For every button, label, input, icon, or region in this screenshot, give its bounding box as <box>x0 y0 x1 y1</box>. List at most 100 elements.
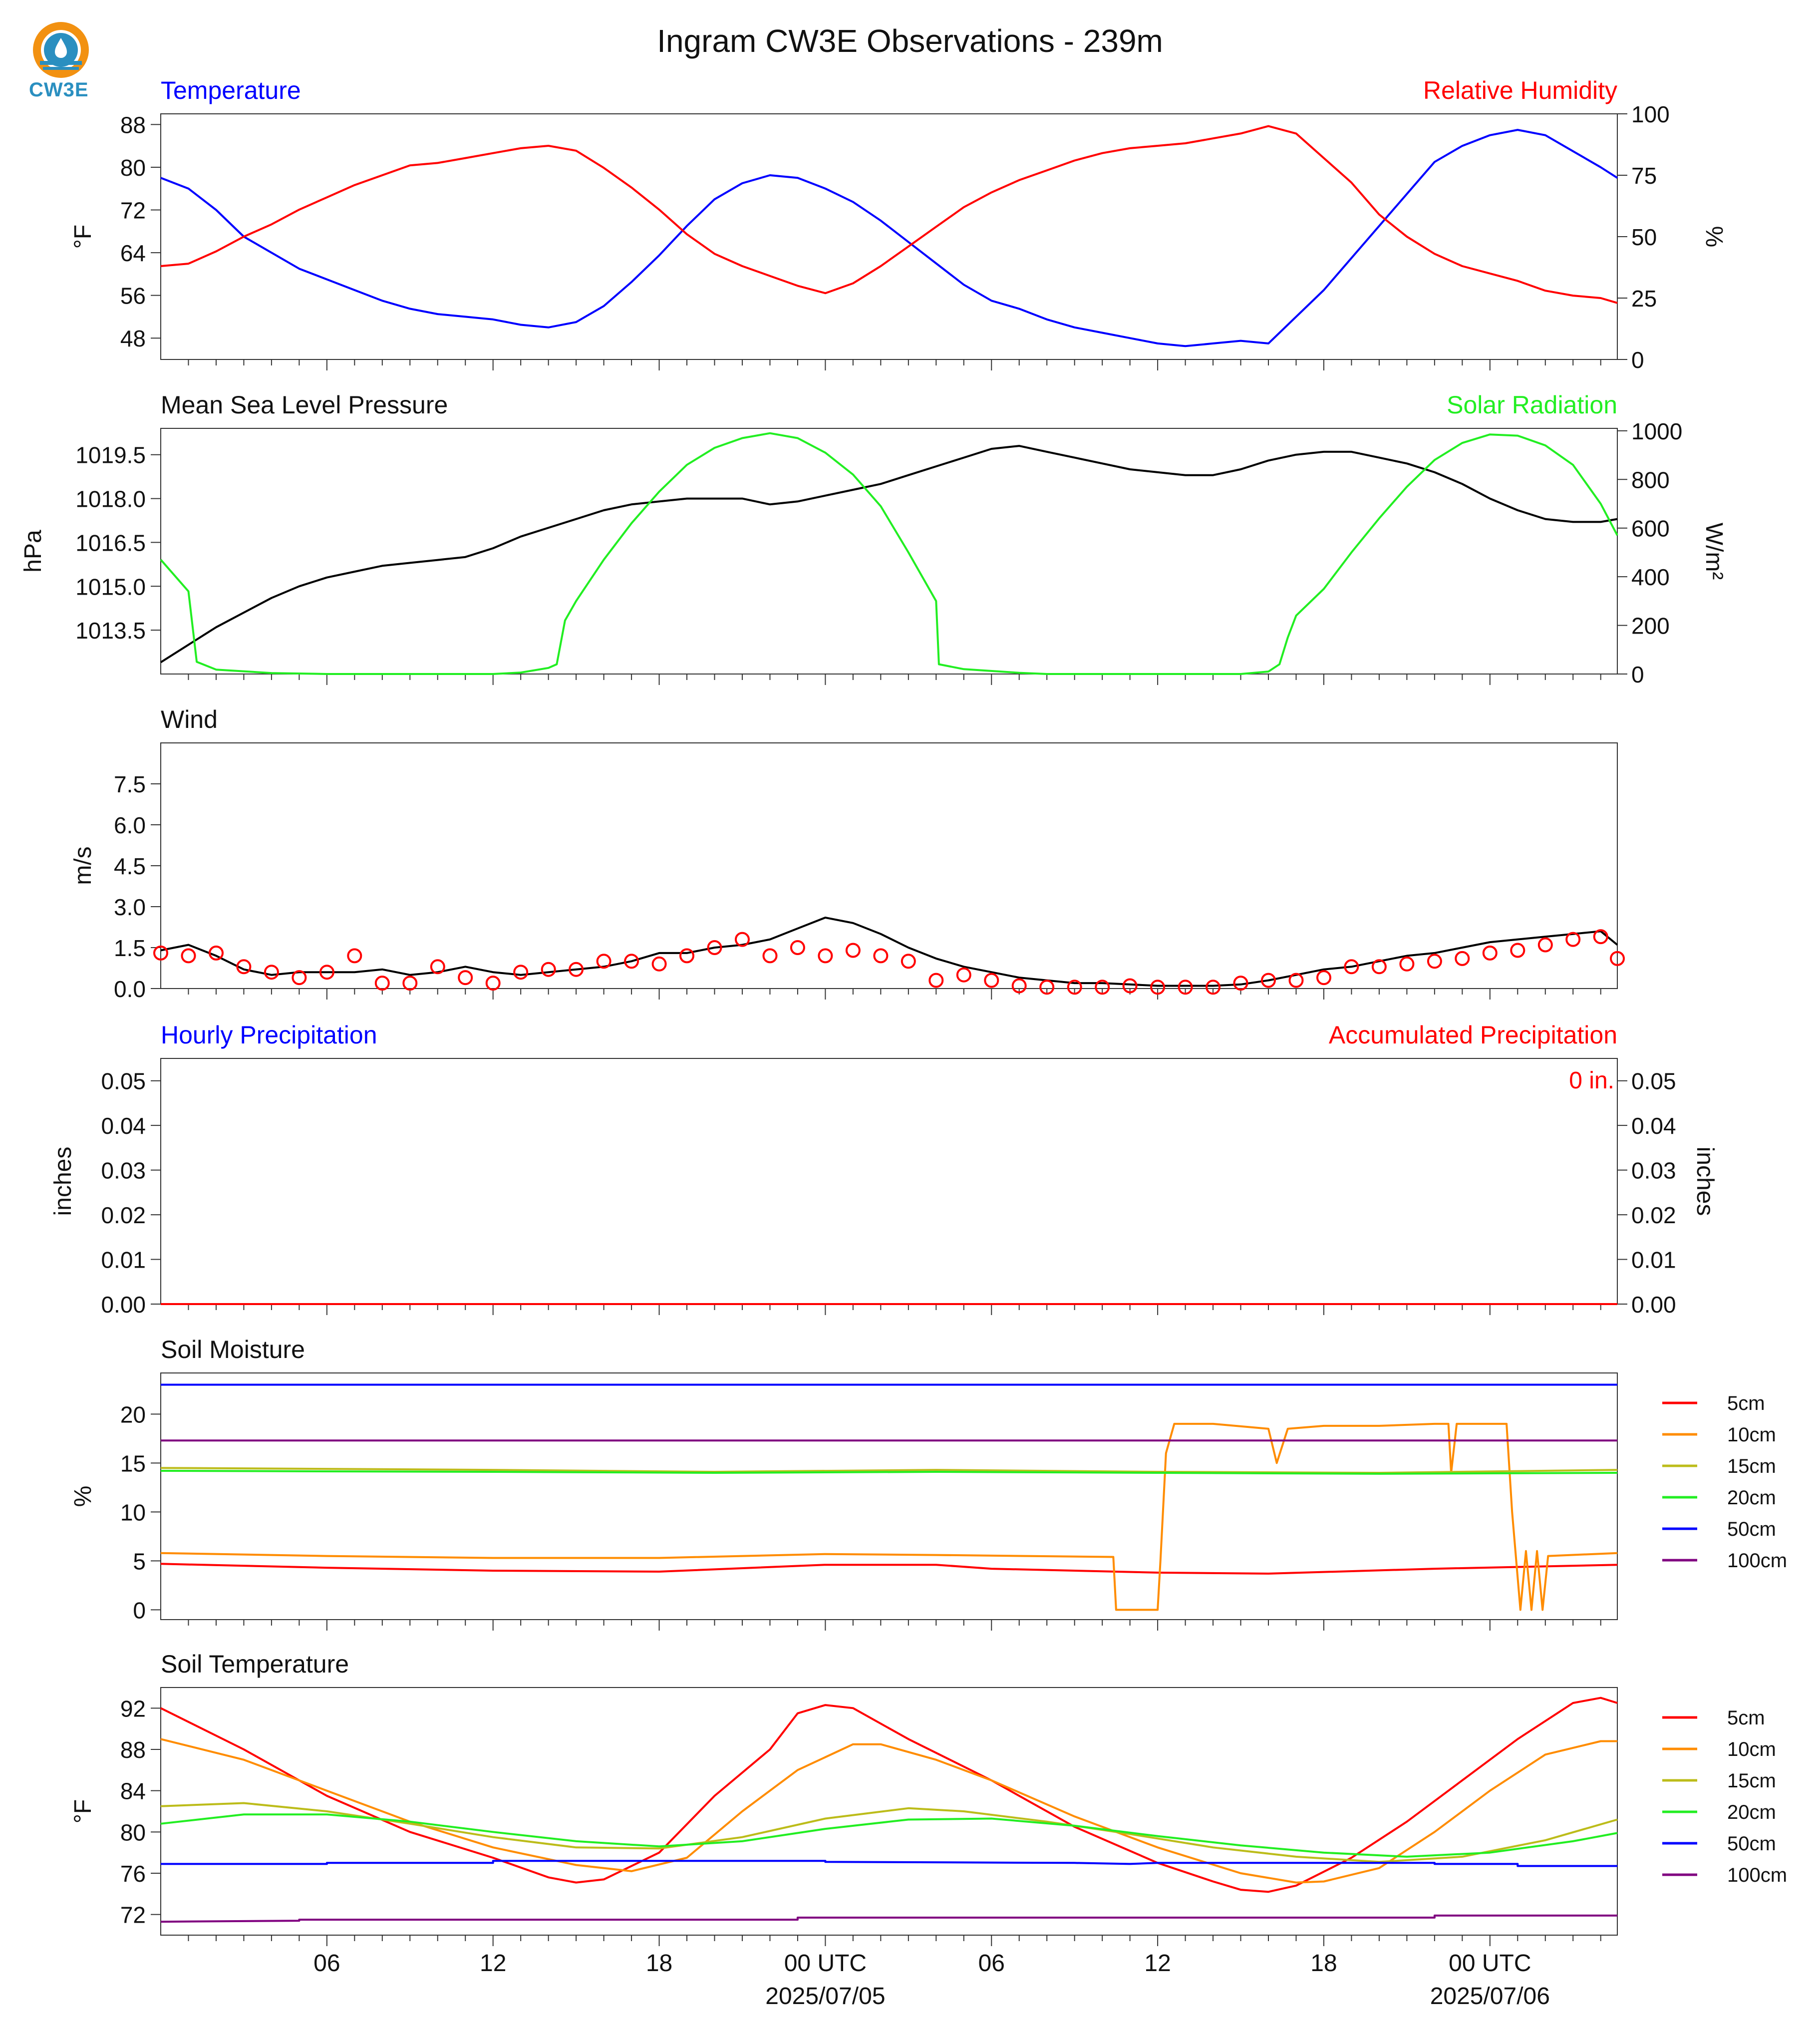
soil_moisture-legend-label-5: 100cm <box>1727 1550 1787 1572</box>
wind-direction-marker-28 <box>928 973 944 988</box>
pressure_solar-plot-frame <box>160 428 1618 675</box>
wind-direction-marker-17 <box>624 954 639 969</box>
y-tick-label-temp_rh: 48 <box>120 326 146 351</box>
wind-direction-marker-9 <box>402 976 418 991</box>
x-date-label-0: 2025/07/05 <box>765 1983 885 2010</box>
soil_temp-legend-label-4: 50cm <box>1727 1833 1776 1855</box>
temp_rh-title-left: Temperature <box>161 76 301 104</box>
wind-direction-marker-32 <box>1039 980 1055 995</box>
soil_moisture-legend-label-0: 5cm <box>1727 1392 1765 1414</box>
wind-direction-marker-4 <box>264 965 279 980</box>
soil_temp-series-line-2 <box>160 1802 1618 1863</box>
y-tick-label-soil_moisture: 10 <box>120 1499 146 1525</box>
precip-plot-frame <box>160 1058 1618 1305</box>
wind-direction-marker-10 <box>430 959 445 975</box>
wind-direction-marker-21 <box>735 932 750 947</box>
y-tick-label-wind: 7.5 <box>114 771 146 797</box>
y-tick-label-right-precip: 0.04 <box>1631 1113 1676 1139</box>
wind-title-left: Wind <box>161 705 218 733</box>
pressure_solar-title-left: Mean Sea Level Pressure <box>161 391 448 419</box>
wind-direction-marker-45 <box>1399 956 1415 972</box>
x-date-label-1: 2025/07/06 <box>1430 1983 1550 2010</box>
wind-direction-marker-27 <box>901 954 916 969</box>
wind-direction-marker-26 <box>873 948 889 964</box>
cw3e-logo <box>33 22 89 78</box>
wind-direction-marker-49 <box>1510 943 1525 958</box>
wind-direction-marker-22 <box>762 948 778 964</box>
wind-direction-marker-46 <box>1427 954 1442 969</box>
temp_rh-ylabel: °F <box>70 225 96 249</box>
y-tick-label-wind: 0.0 <box>114 976 146 1002</box>
y-tick-label-precip: 0.00 <box>101 1292 146 1318</box>
x-tick-label-1: 12 <box>480 1950 506 1977</box>
x-tick-label-2: 18 <box>646 1950 672 1977</box>
soil_temp-series-line-5 <box>160 1914 1617 1923</box>
pressure_solar-title-right: Solar Radiation <box>1447 391 1617 419</box>
x-tick-label-4: 06 <box>978 1950 1005 1977</box>
y-tick-label-wind: 4.5 <box>114 853 146 879</box>
y-tick-label-right-precip: 0.00 <box>1631 1292 1676 1318</box>
wind-direction-marker-7 <box>347 948 362 964</box>
soil_moisture-series-line-0 <box>160 1563 1618 1575</box>
wind-direction-marker-23 <box>790 940 805 955</box>
wind-direction-marker-50 <box>1537 937 1553 953</box>
y-tick-label-right-temp_rh: 100 <box>1631 101 1670 127</box>
y-tick-label-right-pressure_solar: 0 <box>1631 662 1644 687</box>
precip-ylabel-right: inches <box>1692 1147 1718 1216</box>
y-tick-label-temp_rh: 80 <box>120 155 146 181</box>
wind-direction-marker-47 <box>1455 951 1470 966</box>
wind-direction-marker-33 <box>1067 980 1082 995</box>
soil_moisture-ylabel: % <box>70 1486 96 1507</box>
wind-direction-marker-42 <box>1316 970 1331 986</box>
y-tick-label-precip: 0.05 <box>101 1068 146 1094</box>
temp_rh-title-right: Relative Humidity <box>1423 76 1617 104</box>
wind-direction-marker-35 <box>1122 978 1138 994</box>
y-tick-label-soil_temp: 72 <box>120 1902 146 1928</box>
wind-direction-marker-19 <box>679 948 694 964</box>
wind-direction-marker-11 <box>458 970 473 986</box>
wind-direction-marker-0 <box>153 945 168 961</box>
pressure_solar-series-line-0 <box>160 445 1618 664</box>
y-tick-label-right-pressure_solar: 400 <box>1631 564 1670 590</box>
wind-direction-marker-30 <box>984 973 999 988</box>
y-tick-label-pressure_solar: 1019.5 <box>75 442 146 468</box>
soil_temp-legend-label-5: 100cm <box>1727 1864 1787 1886</box>
soil_temp-series-line-4 <box>161 1860 1617 1867</box>
wind-ylabel: m/s <box>70 846 96 885</box>
y-tick-label-right-precip: 0.02 <box>1631 1202 1676 1228</box>
y-tick-label-soil_temp: 92 <box>120 1695 146 1721</box>
soil_moisture-legend-label-3: 20cm <box>1727 1487 1776 1509</box>
wind-direction-marker-41 <box>1288 973 1304 988</box>
wind-direction-marker-8 <box>374 976 390 991</box>
wind-direction-marker-51 <box>1565 932 1581 947</box>
wind-direction-marker-13 <box>513 965 529 980</box>
y-tick-label-wind: 1.5 <box>114 935 146 961</box>
wind-direction-marker-52 <box>1593 929 1608 945</box>
wind-direction-marker-25 <box>845 943 861 958</box>
y-tick-label-right-precip: 0.05 <box>1631 1068 1676 1094</box>
precip-ylabel: inches <box>50 1147 76 1216</box>
y-tick-label-precip: 0.01 <box>101 1247 146 1273</box>
soil_temp-series-line-0 <box>160 1696 1618 1893</box>
pressure_solar-ylabel-right: W/m² <box>1701 523 1727 580</box>
wind-direction-marker-15 <box>569 962 584 977</box>
y-tick-label-pressure_solar: 1013.5 <box>75 618 146 644</box>
soil_temp-plot-frame <box>160 1687 1618 1936</box>
x-tick-label-5: 12 <box>1144 1950 1171 1977</box>
soil_temp-series-line-3 <box>160 1813 1618 1858</box>
wind-direction-marker-29 <box>956 967 971 983</box>
wind-direction-marker-44 <box>1371 959 1387 975</box>
wind-direction-marker-2 <box>209 945 224 961</box>
x-tick-label-6: 18 <box>1310 1950 1337 1977</box>
wind-direction-marker-24 <box>818 948 833 964</box>
y-tick-label-wind: 6.0 <box>114 812 146 838</box>
y-tick-label-soil_moisture: 20 <box>120 1401 146 1427</box>
wind-direction-marker-48 <box>1482 945 1498 961</box>
wind-direction-marker-37 <box>1178 980 1193 995</box>
wind-series-line-0 <box>160 916 1618 987</box>
wind-direction-marker-53 <box>1610 951 1625 966</box>
soil_temp-legend-label-1: 10cm <box>1727 1738 1776 1760</box>
temp_rh-series-line-1 <box>160 125 1618 304</box>
temp_rh-series-line-0 <box>160 129 1618 347</box>
